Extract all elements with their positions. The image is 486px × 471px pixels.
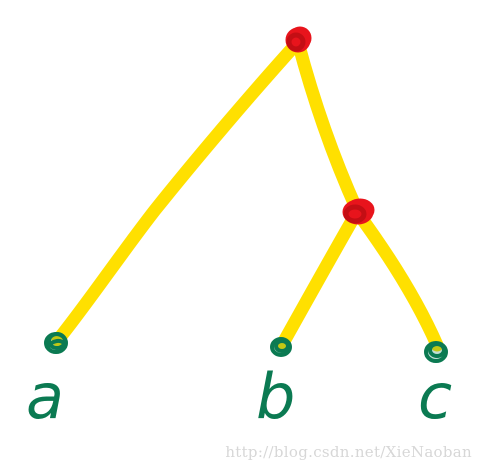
tree-edges [51, 35, 444, 352]
edge-internal-to-b [275, 205, 364, 352]
leaf-label-b: b [256, 360, 295, 433]
leaf-label-c: c [418, 360, 452, 433]
root-node [285, 26, 312, 53]
leaf-node-c [424, 341, 448, 363]
leaf-node-b [270, 337, 292, 357]
internal-node [342, 198, 375, 225]
leaf-label-a: a [26, 360, 64, 433]
watermark-url: http://blog.csdn.net/XieNaoban [225, 443, 472, 461]
edge-internal-to-c [350, 205, 444, 352]
edge-root-to-internal [291, 35, 364, 217]
edge-root-to-a [51, 35, 305, 347]
leaf-node-a [44, 332, 68, 354]
